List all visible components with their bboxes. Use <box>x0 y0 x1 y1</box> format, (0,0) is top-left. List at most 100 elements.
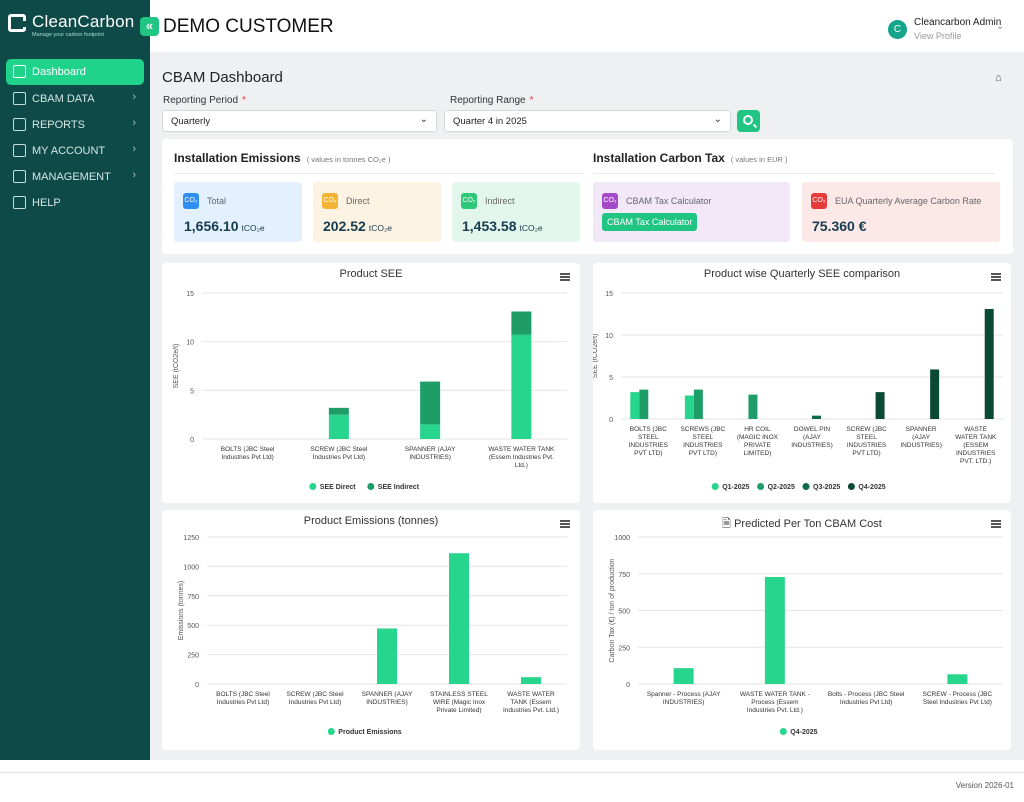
x-tick-label: LIMITED) <box>744 450 772 457</box>
y-tick-label: 500 <box>187 623 199 630</box>
bar <box>930 369 940 419</box>
bar <box>764 576 785 684</box>
chevron-down-icon: ⌄ <box>713 114 722 125</box>
y-tick-label: 750 <box>187 594 199 601</box>
sidebar-item-reports[interactable]: REPORTS › <box>6 112 144 138</box>
footer: Version 2026-01 <box>0 772 1024 802</box>
divider <box>174 173 584 174</box>
y-tick-label: 1000 <box>614 535 630 542</box>
legend-marker <box>779 728 787 735</box>
search-icon <box>743 115 753 125</box>
x-tick-label: Spanner - Process (AJAY <box>647 691 721 698</box>
tile-value: 1,453.58 tCO₂e <box>462 218 543 234</box>
sidebar-item-cbam-data[interactable]: CBAM DATA › <box>6 86 144 112</box>
legend-label: SEE Direct <box>320 484 356 491</box>
bar <box>947 674 968 684</box>
x-tick-label: INDUSTRIES <box>683 442 723 449</box>
x-tick-label: (AJAY <box>912 434 931 441</box>
x-tick-label: Industries Pvt Ltd) <box>289 699 341 706</box>
x-tick-label: Industries Pvt Ltd) <box>217 699 269 706</box>
main-content: CBAM Dashboard ⌂ Reporting Period * Quart… <box>150 52 1024 760</box>
legend-marker <box>757 483 765 490</box>
legend-marker <box>367 483 375 490</box>
cloud-co2-icon: CO₂ <box>461 193 477 209</box>
x-tick-label: PVT LTD) <box>634 450 662 457</box>
cloud-co2-icon: CO₂ <box>322 193 338 209</box>
x-tick-label: INDUSTRIES) <box>791 442 833 449</box>
reporting-period-select[interactable]: Quarterly ⌄ <box>162 110 437 132</box>
document-icon: 🗎 <box>722 518 735 530</box>
chart-title: Product wise Quarterly SEE comparison <box>703 268 901 280</box>
sidebar-item-label: MY ACCOUNT <box>32 145 106 157</box>
x-tick-label: HR COIL <box>744 426 771 433</box>
sidebar-item-dashboard[interactable]: Dashboard <box>6 59 144 85</box>
hamburger-icon[interactable] <box>991 273 1001 281</box>
bar <box>630 392 640 419</box>
legend-label: Q3-2025 <box>813 484 840 491</box>
sidebar-item-label: CBAM DATA <box>32 93 95 105</box>
user-name[interactable]: Cleancarbon Admin <box>914 17 1002 28</box>
chart-canvas: 0 250 500 750 1000 1250 Emissions (tonnes) BOLT… <box>178 535 567 736</box>
bar <box>639 389 649 419</box>
tile-label: Total <box>207 196 227 206</box>
bar <box>748 394 758 419</box>
x-tick-label: (Essem Industries Pvt. <box>489 454 554 461</box>
legend-marker <box>802 483 810 490</box>
sidebar-item-label: MANAGEMENT <box>32 171 111 183</box>
x-tick-label: SPANNER (AJAY <box>362 691 413 698</box>
y-tick-label: 5 <box>190 388 194 395</box>
chart-title: Product Emissions (tonnes) <box>303 515 439 527</box>
bar <box>521 677 541 684</box>
x-tick-label: SPANNER (AJAY <box>405 446 456 453</box>
legend-label: Q2-2025 <box>768 484 795 491</box>
reporting-range-select[interactable]: Quarter 4 in 2025 ⌄ <box>444 110 731 132</box>
bar <box>673 668 694 684</box>
home-icon[interactable]: ⌂ <box>995 72 1002 84</box>
report-icon <box>13 118 26 131</box>
bar <box>511 334 532 439</box>
reporting-period-label: Reporting Period * <box>163 95 246 106</box>
x-tick-label: Industries Pvt. Ltd.) <box>503 707 559 714</box>
sidebar-item-management[interactable]: MANAGEMENT › <box>6 164 144 190</box>
sidebar-item-my-account[interactable]: MY ACCOUNT › <box>6 138 144 164</box>
x-tick-label: SCREW - Process (JBC <box>923 691 993 698</box>
brand-tagline: Manage your carbon footprint <box>32 32 104 38</box>
x-tick-label: STEEL <box>638 434 659 441</box>
x-tick-label: INDUSTRIES) <box>663 699 705 706</box>
product-see-chart: Product SEE 0 5 10 15 SEE (tCO2e/t) BOLTS (JB… <box>162 263 580 503</box>
y-tick-label: 15 <box>186 291 194 298</box>
version-text: Version 2026-01 <box>955 781 1014 790</box>
direct-emissions-tile: CO₂ Direct 202.52 tCO₂e <box>313 182 441 242</box>
hamburger-icon[interactable] <box>560 273 570 281</box>
hamburger-icon[interactable] <box>560 520 570 528</box>
installation-emissions-title: Installation Emissions( values in tonnes… <box>174 151 391 165</box>
chart-canvas: 0 250 500 750 1000 Carbon Tax (€) / ton of pr… <box>609 535 1003 736</box>
bar <box>328 414 349 439</box>
x-tick-label: (AJAY <box>803 434 822 441</box>
cbam-tax-calculator-button[interactable]: CBAM Tax Calculator <box>602 213 698 231</box>
x-tick-label: SCREW (JBC <box>846 426 887 433</box>
x-tick-label: BOLTS (JBC <box>630 426 667 433</box>
avatar[interactable]: C <box>888 20 907 39</box>
x-tick-label: PVT LTD) <box>852 450 880 457</box>
x-tick-label: Industries Pvt. Ltd.) <box>747 707 803 714</box>
x-tick-label: SCREW (JBC Steel <box>286 691 344 698</box>
account-icon <box>13 144 26 157</box>
x-tick-label: BOLTS (JBC Steel <box>216 691 270 698</box>
tile-label: Indirect <box>485 196 515 206</box>
x-tick-label: PVT. LTD.) <box>960 458 991 465</box>
chevron-right-icon: › <box>132 169 136 181</box>
collapse-sidebar-button[interactable]: « <box>140 17 159 36</box>
view-profile-link[interactable]: View Profile <box>914 31 962 41</box>
divider <box>593 173 995 174</box>
hamburger-icon[interactable] <box>991 520 1001 528</box>
y-tick-label: 250 <box>618 645 630 652</box>
search-button[interactable] <box>737 110 760 132</box>
x-tick-label: SPANNER <box>906 426 937 433</box>
tile-value: 202.52 tCO₂e <box>323 218 392 234</box>
chevron-down-icon[interactable]: ⌄ <box>996 21 1005 32</box>
sidebar-item-help[interactable]: HELP <box>6 190 144 216</box>
y-tick-label: 1250 <box>183 535 199 542</box>
brand-logo[interactable]: CleanCarbon Manage your carbon footprint <box>8 12 148 42</box>
